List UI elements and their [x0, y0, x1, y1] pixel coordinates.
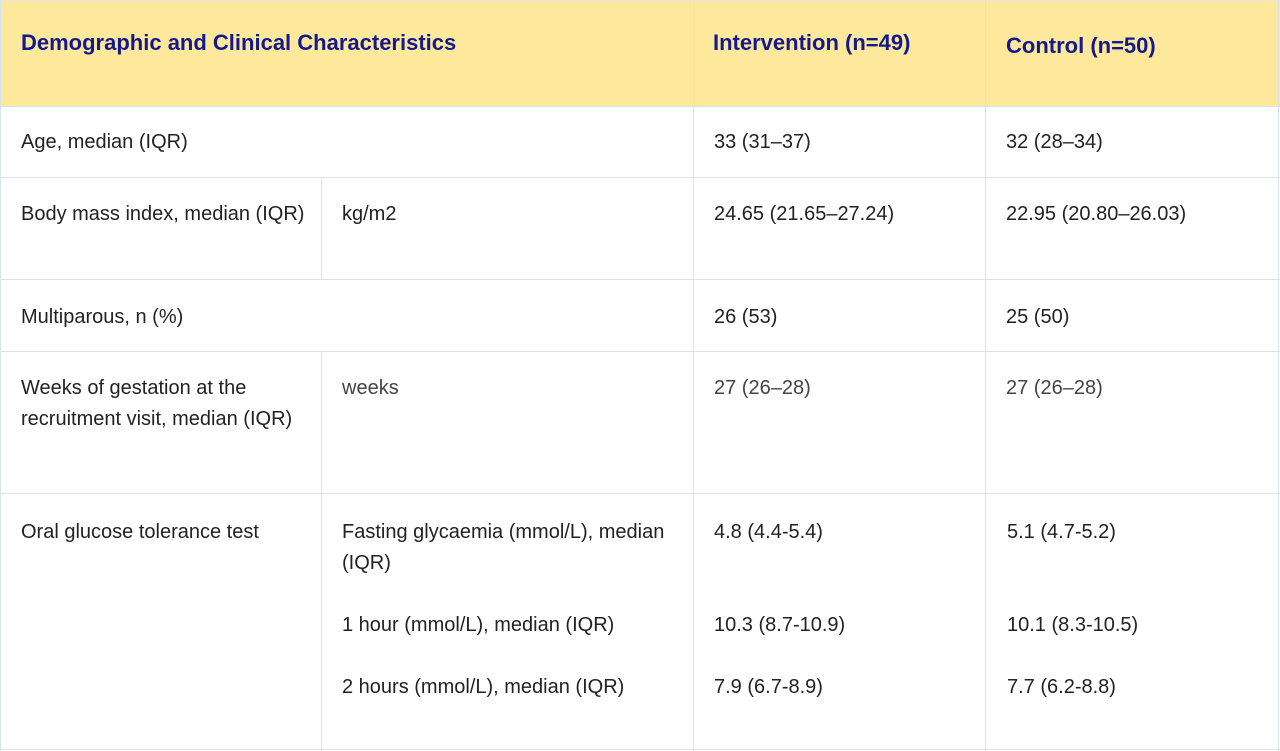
row-divider [0, 0, 1280, 1]
row-divider [0, 351, 1280, 352]
row-label-age: Age, median (IQR) [21, 131, 188, 153]
row-label-gestation: Weeks of gestation at the recruitment vi… [21, 377, 293, 430]
ogtt-1h-label: 1 hour (mmol/L), median (IQR) [342, 614, 615, 636]
header-characteristics: Demographic and Clinical Characteristics [21, 30, 457, 55]
bmi-unit: kg/m2 [342, 203, 397, 225]
ogtt-1h-control: 10.1 (8.3-10.5) [1007, 614, 1139, 636]
age-intervention: 33 (31–37) [714, 131, 811, 153]
col-divider [0, 0, 1, 751]
row-label-bmi: Body mass index, median (IQR) [21, 203, 305, 225]
header-intervention: Intervention (n=49) [713, 30, 911, 55]
ogtt-fasting-intervention: 4.8 (4.4-5.4) [714, 521, 823, 543]
gestation-control: 27 (26–28) [1006, 377, 1103, 399]
row-divider [0, 279, 1280, 280]
row-divider [0, 177, 1280, 178]
row-divider [0, 493, 1280, 494]
col-divider [1278, 0, 1279, 751]
age-control: 32 (28–34) [1006, 131, 1103, 153]
col-divider [321, 177, 322, 279]
bmi-control: 22.95 (20.80–26.03) [1006, 203, 1187, 225]
col-divider [321, 351, 322, 493]
ogtt-1h-intervention: 10.3 (8.7-10.9) [714, 614, 846, 636]
col-divider [321, 493, 322, 751]
bmi-intervention: 24.65 (21.65–27.24) [714, 203, 895, 225]
col-divider [985, 0, 986, 751]
row-label-multiparous: Multiparous, n (%) [21, 306, 184, 328]
gestation-unit: weeks [342, 377, 399, 399]
ogtt-fasting-control: 5.1 (4.7-5.2) [1007, 521, 1116, 543]
multiparous-intervention: 26 (53) [714, 306, 778, 328]
ogtt-2h-control: 7.7 (6.2-8.8) [1007, 676, 1116, 698]
header-control: Control (n=50) [1006, 33, 1156, 58]
gestation-intervention: 27 (26–28) [714, 377, 811, 399]
row-divider [0, 106, 1280, 107]
row-divider [0, 749, 1280, 750]
ogtt-fasting-label: Fasting glycaemia (mmol/L), median (IQR) [342, 521, 665, 574]
ogtt-2h-label: 2 hours (mmol/L), median (IQR) [342, 676, 625, 698]
row-label-ogtt: Oral glucose tolerance test [21, 521, 259, 543]
ogtt-2h-intervention: 7.9 (6.7-8.9) [714, 676, 823, 698]
col-divider [693, 0, 694, 751]
table-header [0, 0, 1280, 106]
multiparous-control: 25 (50) [1006, 306, 1070, 328]
